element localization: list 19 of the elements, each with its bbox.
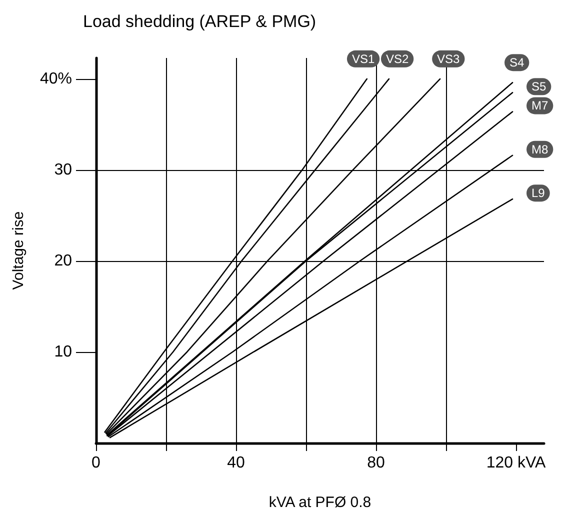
x-tick-label: 120 kVA: [486, 454, 546, 472]
series-label: S5: [532, 80, 547, 94]
x-tick-label: 40: [227, 454, 245, 472]
y-axis-title: Voltage rise: [10, 211, 27, 290]
chart-title: Load shedding (AREP & PMG): [83, 12, 316, 31]
series-label: S4: [510, 56, 525, 70]
y-tick-label: 10: [54, 343, 72, 360]
series-label: L9: [532, 186, 546, 200]
series-label: M8: [532, 142, 548, 156]
y-tick-label: 40%: [40, 70, 72, 88]
x-tick-label: 80: [367, 454, 385, 472]
x-tick-label: 0: [92, 454, 101, 472]
series-label: M7: [532, 98, 548, 113]
y-tick-label: 20: [54, 252, 72, 270]
series-label: VS1: [352, 52, 375, 66]
x-axis-title: kVA at PFØ 0.8: [268, 494, 372, 511]
series-label: VS2: [386, 52, 409, 66]
series-label: VS3: [437, 52, 460, 66]
y-tick-label: 30: [54, 161, 72, 178]
